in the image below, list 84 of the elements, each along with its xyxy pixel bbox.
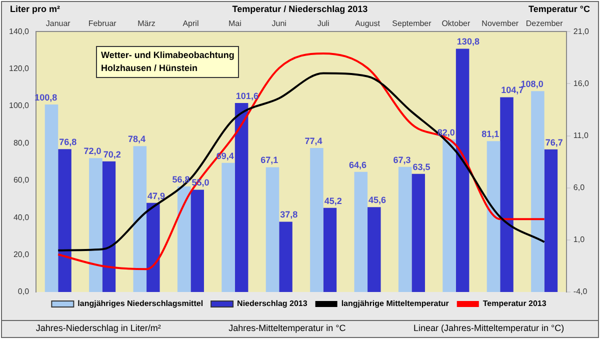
y-tick-label: 140,0 bbox=[8, 26, 30, 36]
x-tick-label: September bbox=[392, 19, 432, 28]
text: 108,0 bbox=[520, 79, 544, 90]
x-tick-label: April bbox=[182, 19, 199, 28]
bar bbox=[531, 91, 544, 292]
line-series bbox=[57, 52, 546, 270]
text: Linear (Jahres-Mitteltemperatur in °C) bbox=[413, 323, 564, 333]
y2-tick-label: 16,0 bbox=[573, 78, 590, 88]
y2-tick-label: 11,0 bbox=[573, 130, 589, 140]
text: 67,1 bbox=[260, 155, 278, 166]
legend-label: Temperatur 2013 bbox=[482, 299, 547, 308]
text: 81,1 bbox=[482, 129, 500, 140]
bar bbox=[44, 104, 58, 292]
bar bbox=[222, 162, 235, 292]
y-tick-label: 80,0 bbox=[13, 138, 30, 148]
text: 72,0 bbox=[84, 146, 102, 156]
x-tick-label: August bbox=[355, 19, 381, 28]
x-tick-label: Oktober bbox=[442, 19, 470, 28]
x-tick-label: November bbox=[482, 19, 519, 28]
text: 67,3 bbox=[393, 154, 411, 165]
legend-label: langjährige Mitteltemperatur bbox=[341, 299, 449, 308]
annotation: Wetter- und Klimabeobachtung bbox=[101, 49, 234, 62]
bar bbox=[354, 172, 368, 292]
y2-tick-label: -4,0 bbox=[573, 287, 588, 296]
text: 82,0 bbox=[437, 127, 455, 138]
x-tick-label: Juni bbox=[272, 19, 287, 28]
bar bbox=[500, 97, 514, 292]
text: 64,6 bbox=[348, 160, 367, 170]
y2-axis-title: Temperatur °C bbox=[528, 4, 590, 14]
bar bbox=[279, 222, 292, 292]
y2-tick-label: 21,0 bbox=[573, 26, 590, 36]
text: 37,8 bbox=[280, 210, 298, 220]
y-tick-label: 20,0 bbox=[13, 250, 30, 260]
line-series bbox=[57, 72, 546, 252]
bar bbox=[310, 148, 324, 292]
bar bbox=[456, 48, 470, 292]
x-tick-label: Dezember bbox=[526, 19, 564, 28]
text: Jahres-Mitteltemperatur in °C bbox=[228, 323, 346, 333]
bar bbox=[102, 161, 116, 292]
y-tick-label: 100,0 bbox=[8, 101, 30, 110]
bar bbox=[146, 202, 160, 292]
bar bbox=[133, 146, 147, 292]
text: 63,5 bbox=[412, 162, 430, 172]
bar bbox=[190, 190, 204, 292]
x-tick-label: Juli bbox=[317, 19, 330, 28]
x-tick-label: Mai bbox=[228, 19, 242, 28]
text: 101,6 bbox=[236, 91, 258, 102]
text: 78,4 bbox=[128, 134, 146, 144]
bar bbox=[323, 208, 337, 292]
bar bbox=[544, 149, 558, 292]
bar bbox=[266, 167, 280, 292]
x-tick-label: Februar bbox=[88, 19, 117, 28]
bar bbox=[89, 158, 102, 292]
text: 47,9 bbox=[148, 190, 166, 201]
y2-tick-label: 6,0 bbox=[573, 183, 586, 192]
bar bbox=[58, 149, 72, 292]
text: 45,2 bbox=[324, 196, 342, 206]
bar bbox=[486, 141, 500, 292]
y-tick-label: 60,0 bbox=[13, 176, 30, 185]
text: 56,8 bbox=[172, 174, 190, 184]
text: 76,8 bbox=[59, 137, 77, 148]
text: 130,8 bbox=[456, 36, 480, 47]
y-tick-label: 120,0 bbox=[8, 64, 30, 74]
y-axis-title: Liter pro m² bbox=[10, 4, 60, 14]
text: Jahres-Niederschlag in Liter/m² bbox=[36, 323, 161, 333]
bar bbox=[412, 174, 425, 292]
bar bbox=[234, 103, 248, 292]
text: 77,4 bbox=[304, 136, 322, 146]
text: 70,2 bbox=[103, 149, 121, 160]
bar bbox=[177, 186, 191, 292]
text: 45,6 bbox=[368, 195, 386, 206]
bar bbox=[442, 139, 456, 292]
annotation: Holzhausen / Hünstein bbox=[101, 62, 199, 75]
bar bbox=[398, 166, 412, 292]
chart-title: Temperatur / Niederschlag 2013 bbox=[232, 4, 368, 14]
legend-label: langjähriges Niederschlagsmittel bbox=[78, 299, 204, 308]
x-tick-label: März bbox=[138, 19, 156, 28]
bar bbox=[368, 207, 381, 292]
y-tick-label: 0,0 bbox=[18, 287, 30, 296]
x-tick-label: Januar bbox=[46, 19, 71, 28]
y2-tick-label: 1,0 bbox=[573, 235, 586, 244]
text: 76,7 bbox=[545, 137, 563, 148]
y-tick-label: 40,0 bbox=[13, 212, 30, 222]
legend-label: Niederschlag 2013 bbox=[237, 299, 308, 308]
